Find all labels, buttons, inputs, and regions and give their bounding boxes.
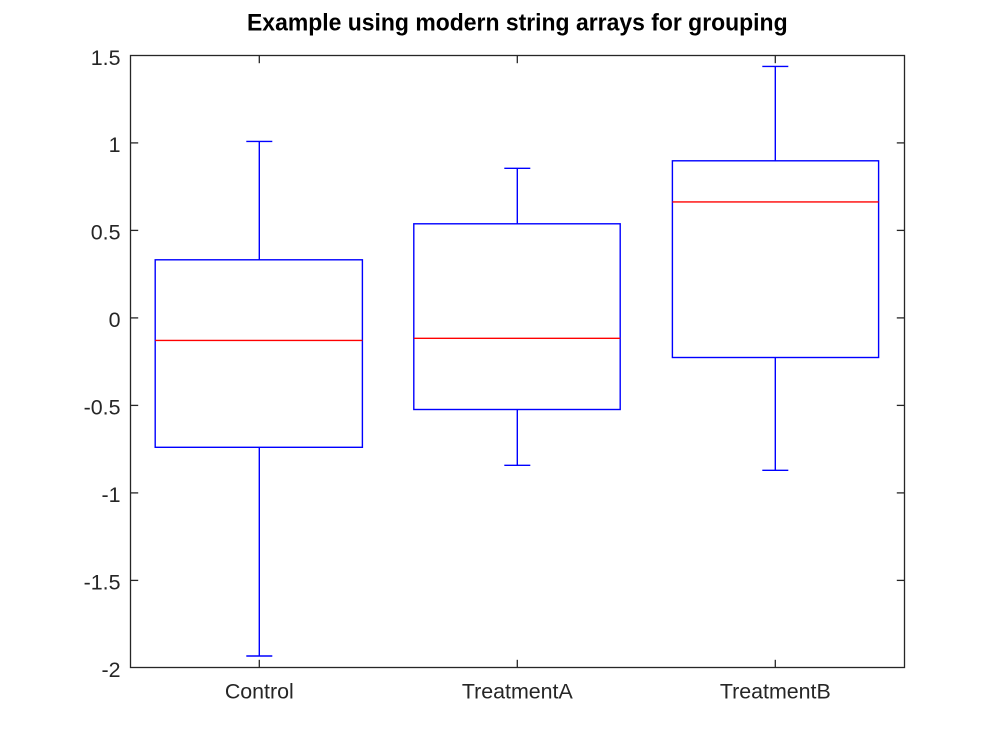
svg-text:TreatmentB: TreatmentB bbox=[720, 680, 831, 704]
svg-text:1: 1 bbox=[109, 133, 121, 157]
svg-text:TreatmentA: TreatmentA bbox=[462, 680, 574, 704]
svg-text:-0.5: -0.5 bbox=[84, 396, 121, 420]
svg-text:-2: -2 bbox=[101, 658, 120, 682]
svg-text:Example using modern string ar: Example using modern string arrays for g… bbox=[247, 10, 788, 37]
svg-text:Control: Control bbox=[225, 680, 294, 704]
svg-text:-1.5: -1.5 bbox=[84, 571, 121, 595]
svg-text:-1: -1 bbox=[101, 483, 120, 507]
svg-text:1.5: 1.5 bbox=[91, 46, 121, 70]
svg-text:0.5: 0.5 bbox=[91, 221, 121, 245]
svg-text:0: 0 bbox=[109, 308, 121, 332]
